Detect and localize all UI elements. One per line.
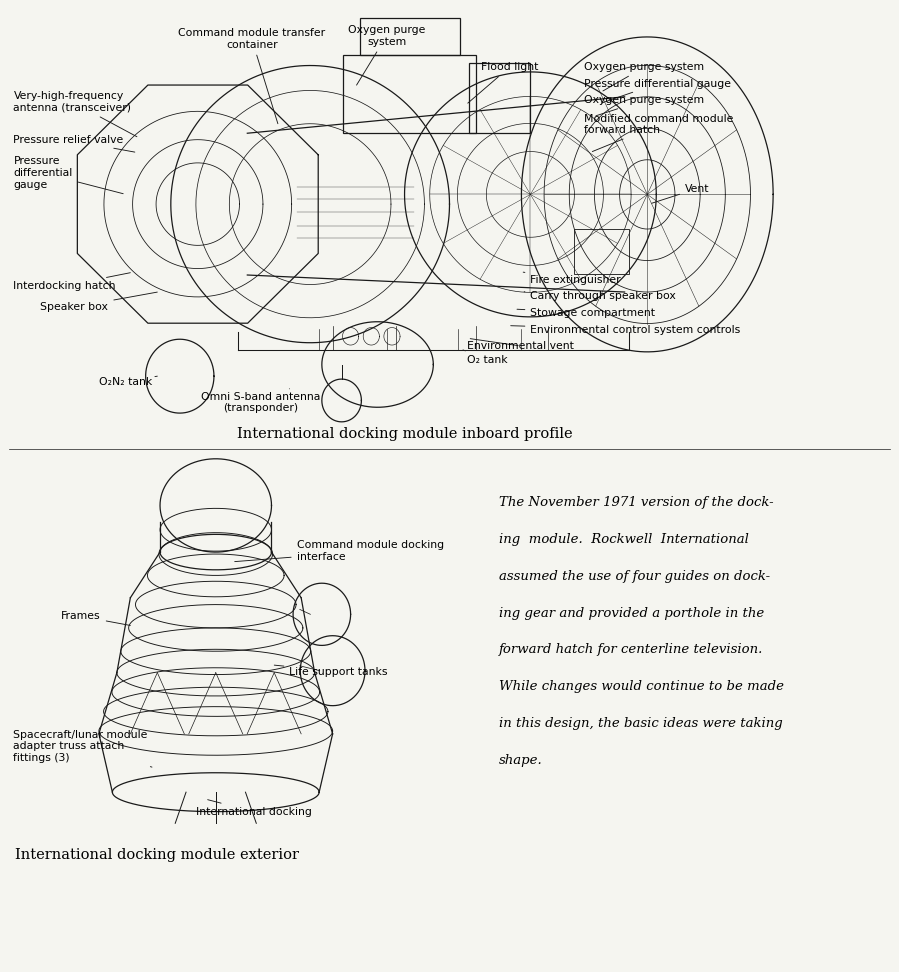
Text: Command module docking
interface: Command module docking interface [235,540,444,562]
Text: Stowage compartment: Stowage compartment [517,308,655,318]
Text: Command module transfer
container: Command module transfer container [178,28,325,123]
Text: shape.: shape. [499,754,543,767]
Text: Pressure relief valve: Pressure relief valve [13,135,135,152]
Text: Frames: Frames [61,611,130,625]
Text: ing gear and provided a porthole in the: ing gear and provided a porthole in the [499,607,764,619]
Text: Very-high-frequency
antenna (transceiver): Very-high-frequency antenna (transceiver… [13,91,137,137]
Text: O₂N₂ tank: O₂N₂ tank [99,376,157,387]
Bar [343,55,476,133]
Text: assumed the use of four guides on dock-: assumed the use of four guides on dock- [499,570,770,582]
Text: Omni S-band antenna
(transponder): Omni S-band antenna (transponder) [201,389,320,413]
Text: International docking module exterior: International docking module exterior [15,849,299,862]
Text: Speaker box: Speaker box [40,293,157,312]
Text: O₂ tank: O₂ tank [463,350,508,364]
Text: Oxygen purge system: Oxygen purge system [584,95,705,116]
Text: Carry through speaker box: Carry through speaker box [524,292,676,301]
Text: Fire extinguisher: Fire extinguisher [523,272,621,285]
Bar [574,229,629,274]
Text: International docking module inboard profile: International docking module inboard pro… [236,428,573,441]
Text: Pressure
differential
gauge: Pressure differential gauge [13,156,123,193]
Text: Vent: Vent [652,184,709,203]
Bar [469,63,530,133]
Text: in this design, the basic ideas were taking: in this design, the basic ideas were tak… [499,717,783,730]
Text: Life support tanks: Life support tanks [274,665,388,677]
Text: Flood light: Flood light [467,62,539,103]
Text: Oxygen purge
system: Oxygen purge system [348,25,425,86]
Text: Modified command module
forward hatch: Modified command module forward hatch [584,114,734,152]
Text: Pressure differential gauge: Pressure differential gauge [584,79,732,103]
Text: ing  module.  Rockwell  International: ing module. Rockwell International [499,533,749,545]
Text: Environmental vent: Environmental vent [467,338,574,351]
Text: Environmental control system controls: Environmental control system controls [511,325,741,334]
Text: Spacecraft/lunar module
adapter truss attach
fittings (3): Spacecraft/lunar module adapter truss at… [13,730,152,767]
Bar [360,18,460,55]
Text: Interdocking hatch: Interdocking hatch [13,273,130,291]
Text: forward hatch for centerline television.: forward hatch for centerline television. [499,643,763,656]
Text: The November 1971 version of the dock-: The November 1971 version of the dock- [499,496,773,508]
Text: While changes would continue to be made: While changes would continue to be made [499,680,784,693]
Text: Oxygen purge system: Oxygen purge system [584,62,705,91]
Text: International docking: International docking [196,800,312,816]
